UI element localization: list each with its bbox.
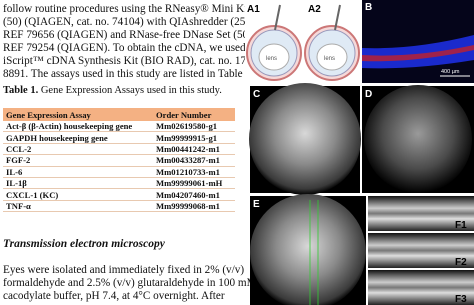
table-row: FGF-2 Mm00433287-m1 (3, 154, 235, 167)
scale-label: 400 µm (441, 69, 460, 75)
table-cell: GAPDH housekeeping gene (3, 131, 153, 144)
fundus (250, 194, 366, 305)
lens-label: lens (266, 56, 277, 62)
text-line: Eyes were isolated and immediately fixed… (3, 264, 245, 276)
table-body: Act-β (β-Actin) housekeeping gene Mm02619… (3, 121, 235, 213)
panel-label: F1 (455, 220, 467, 231)
panel-label: C (253, 89, 260, 100)
text-line: REF 79254 (QIAGEN). To obtain the cDNA, … (3, 42, 263, 54)
table-cell: FGF-2 (3, 154, 153, 167)
table-cell: Mm99999068-m1 (152, 200, 235, 213)
table-row: IL-1β Mm99999061-mH (3, 177, 235, 190)
table-row: GAPDH housekeeping gene Mm99999915-g1 (3, 131, 235, 144)
section-heading: Transmission electron microscopy (3, 238, 165, 250)
caption-label: Table 1. (3, 85, 39, 96)
text-line: REF 79656 (QIAGEN) and RNase-free DNase … (3, 29, 252, 41)
text-line: iScript™ cDNA Synthesis Kit (BIO RAD), c… (3, 55, 256, 67)
table-cell: CXCL-1 (KC) (3, 188, 153, 201)
header-cell: Gene Expression Assay (3, 108, 153, 121)
panel-label: F2 (455, 257, 467, 268)
table-row: IL-6 Mm01210733-m1 (3, 166, 235, 178)
caption-text: Gene Expression Assays used in this stud… (40, 85, 222, 96)
text-line: 8891. The assays used in this study are … (3, 68, 254, 80)
table-cell: IL-6 (3, 166, 153, 178)
table-cell: IL-1β (3, 177, 153, 190)
text-line: follow routine procedures using the RNea… (3, 3, 251, 15)
text-line: cacodylate buffer, pH 7.4, at 4°C overni… (3, 290, 225, 302)
table-cell: Mm00433287-m1 (152, 154, 235, 167)
lens-label: lens (324, 56, 335, 62)
header-row: Gene Expression Assay Order Number (3, 108, 235, 121)
figure: A1 A2 lens lens 400 µm B C D E F1 F2 F3 (245, 0, 474, 305)
table-cell: TNF-α (3, 200, 153, 213)
table-cell: Mm99999061-mH (152, 177, 235, 190)
oct-scan (368, 233, 474, 268)
panel-label: F3 (455, 294, 467, 305)
panel-label: B (365, 2, 372, 13)
panel-label: E (253, 199, 260, 210)
tissue (362, 45, 474, 62)
table-cell: Mm01210733-m1 (152, 166, 235, 178)
header-cell: Order Number (152, 108, 235, 121)
needle (334, 4, 341, 31)
fundus (364, 85, 472, 193)
oct-scan (368, 270, 474, 305)
text-line: (50) (QIAGEN, cat. no. 74104) with QIAsh… (3, 16, 255, 28)
table-row: TNF-α Mm99999068-m1 (3, 200, 235, 213)
table-cell: Mm02619580-g1 (152, 121, 235, 133)
table-row: CCL-2 Mm00441242-m1 (3, 143, 235, 156)
table: Gene Expression Assay Order Number Act-β… (3, 108, 235, 213)
table-row: Act-β (β-Actin) housekeeping gene Mm02619… (3, 121, 235, 133)
table-cell: CCL-2 (3, 143, 153, 156)
table-caption: Table 1. Gene Expression Assays used in … (3, 85, 222, 96)
fundus (249, 83, 361, 195)
lens (316, 43, 348, 71)
oct-scan (368, 196, 474, 231)
table-cell: Mm04207460-m1 (152, 188, 235, 201)
text-line: formaldehyde and 2.5% (v/v) glutaraldehy… (3, 277, 257, 289)
table-row: CXCL-1 (KC) Mm04207460-m1 (3, 188, 235, 201)
needle (274, 4, 281, 31)
lens (258, 43, 290, 71)
panel-label: D (365, 89, 372, 100)
table-cell: Act-β (β-Actin) housekeeping gene (3, 121, 153, 133)
panel-label: A1 (247, 4, 260, 15)
table-cell: Mm00441242-m1 (152, 143, 235, 156)
panel-label: A2 (308, 4, 321, 15)
table-cell: Mm99999915-g1 (152, 131, 235, 144)
